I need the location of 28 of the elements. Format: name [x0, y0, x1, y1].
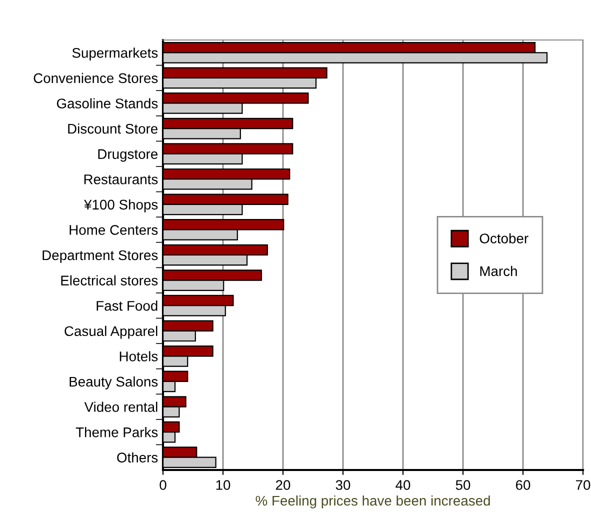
y-tick-label: Convenience Stores: [34, 72, 158, 84]
x-axis-title: % Feeling prices have been increased: [256, 495, 490, 508]
legend-label: March: [480, 266, 517, 276]
y-tick-label: Fast Food: [96, 300, 158, 311]
x-tick-label: 60: [516, 480, 530, 490]
y-tick-label: Discount Store: [68, 123, 158, 134]
y-tick-label: Supermarkets: [72, 48, 158, 61]
y-tick-label: Home Centers: [70, 225, 158, 235]
x-tick-label: 0: [160, 480, 166, 490]
x-tick-label: 70: [576, 480, 590, 490]
y-tick-label: Department Stores: [42, 250, 158, 263]
x-tick-label: 40: [396, 480, 410, 490]
y-tick-label: Gasoline Stands: [56, 98, 158, 108]
legend-label: October: [480, 233, 528, 244]
y-tick-label: Beauty Salons: [70, 376, 158, 390]
y-tick-label: ¥100 Shops: [84, 199, 158, 212]
x-tick-label: 10: [216, 480, 230, 490]
x-tick-label: 30: [336, 480, 350, 490]
y-tick-label: Restaurants: [84, 174, 158, 184]
y-tick-label: Drugstore: [98, 149, 158, 162]
y-tick-label: Others: [117, 452, 158, 463]
y-tick-label: Electrical stores: [61, 275, 158, 286]
x-tick-label: 50: [456, 480, 470, 490]
y-tick-label: Video rental: [84, 402, 158, 412]
x-tick-label: 20: [276, 480, 290, 490]
y-tick-label: Theme Parks: [76, 427, 158, 438]
y-tick-label: Hotels: [120, 351, 158, 362]
y-tick-label: Casual Apparel: [64, 326, 158, 339]
